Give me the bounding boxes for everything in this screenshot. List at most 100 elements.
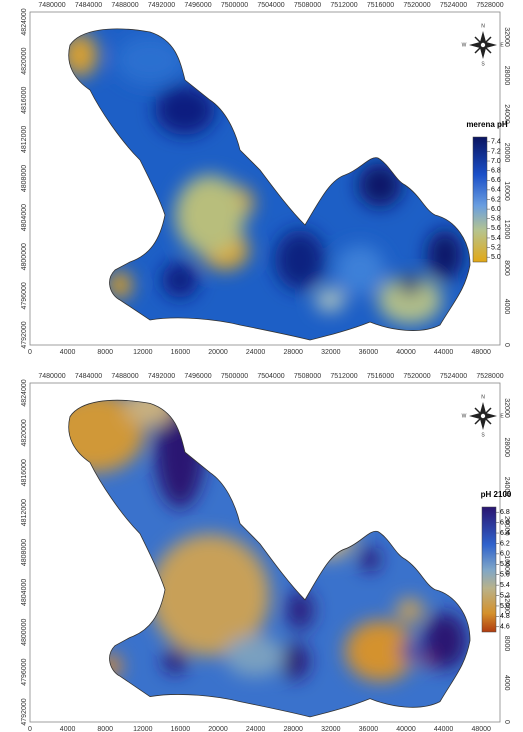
compass-letter: W	[462, 42, 467, 48]
top-tick-label: 7504000	[257, 373, 284, 380]
bottom-tick-label: 4000	[60, 349, 76, 356]
bottom-tick-label: 8000	[97, 726, 113, 732]
right-tick-label: 32000	[503, 398, 510, 418]
surface-patch	[315, 288, 345, 312]
legend-label: 6.6	[491, 177, 501, 184]
top-tick-label: 7496000	[184, 2, 211, 9]
top-tick-label: 7504000	[257, 2, 284, 9]
surface-patch	[360, 547, 380, 572]
legend-label: 5.4	[491, 235, 501, 242]
legend-label: 6.0	[500, 551, 510, 558]
bottom-tick-label: 12000	[133, 726, 153, 732]
legend-label: 5.0	[500, 603, 510, 610]
compass-letter: S	[481, 432, 485, 438]
bottom-tick-label: 20000	[208, 726, 228, 732]
legend-label: 7.4	[491, 139, 501, 146]
top-tick-label: 7508000	[294, 373, 321, 380]
surface-patch	[155, 85, 215, 135]
top-tick-label: 7480000	[38, 373, 65, 380]
compass-letter: E	[500, 42, 504, 48]
legend-label: 5.6	[491, 225, 501, 232]
left-tick-label: 4816000	[21, 459, 28, 486]
surface-patch	[175, 175, 245, 255]
right-tick-label: 24000	[503, 477, 510, 497]
left-tick-label: 4812000	[21, 499, 28, 526]
surface-patch	[420, 656, 430, 667]
top-tick-label: 7524000	[440, 2, 467, 9]
bottom-tick-label: 24000	[246, 726, 266, 732]
surface-patch	[125, 400, 175, 427]
right-tick-label: 12000	[503, 220, 510, 240]
top-tick-label: 7492000	[148, 2, 175, 9]
bottom-tick-label: 32000	[321, 349, 341, 356]
legend-colorbar	[481, 506, 497, 633]
bottom-tick-label: 44000	[434, 726, 454, 732]
left-tick-label: 4824000	[21, 379, 28, 406]
bottom-tick-label: 16000	[171, 726, 191, 732]
top-tick-label: 7484000	[75, 2, 102, 9]
legend-label: 5.2	[491, 244, 501, 251]
surface-patch	[345, 620, 415, 682]
surface-patch	[150, 533, 270, 657]
legend-label: 6.4	[491, 187, 501, 194]
top-tick-label: 7512000	[330, 373, 357, 380]
left-tick-label: 4800000	[21, 619, 28, 646]
right-tick-label: 16000	[503, 555, 510, 575]
right-tick-label: 12000	[503, 595, 510, 615]
top-tick-label: 7496000	[184, 373, 211, 380]
bottom-tick-label: 40000	[396, 349, 416, 356]
bottom-tick-label: 28000	[283, 726, 303, 732]
bottom-tick-label: 48000	[471, 726, 491, 732]
bottom-tick-label: 4000	[60, 726, 76, 732]
left-tick-label: 4808000	[21, 165, 28, 192]
legend-label: 6.4	[500, 530, 510, 537]
right-tick-label: 4000	[503, 675, 510, 691]
bottom-tick-label: 24000	[246, 349, 266, 356]
legend-label: 7.2	[491, 148, 501, 155]
left-tick-label: 4824000	[21, 8, 28, 35]
surface	[68, 33, 463, 324]
legend-label: 5.2	[500, 592, 510, 599]
left-tick-label: 4792000	[21, 321, 28, 348]
legend-label: 5.8	[500, 561, 510, 568]
top-tick-label: 7524000	[440, 373, 467, 380]
legend-label: 6.8	[500, 509, 510, 516]
top-tick-label: 7528000	[476, 2, 503, 9]
legend-colorbar	[472, 136, 488, 263]
left-tick-label: 4816000	[21, 87, 28, 114]
region-outline	[68, 28, 471, 341]
top-tick-label: 7500000	[221, 373, 248, 380]
top-tick-label: 7516000	[367, 2, 394, 9]
compass-center	[480, 413, 486, 419]
left-tick-label: 4796000	[21, 282, 28, 309]
right-tick-label: 8000	[503, 636, 510, 652]
bottom-tick-label: 8000	[97, 349, 113, 356]
top-tick-label: 7484000	[75, 373, 102, 380]
surface-patch	[358, 163, 402, 207]
compass-center	[480, 42, 486, 48]
right-tick-label: 0	[503, 720, 510, 724]
region-outline	[68, 399, 471, 718]
surface-patch	[163, 648, 187, 674]
top-tick-label: 7480000	[38, 2, 65, 9]
surface-patch	[162, 262, 198, 298]
bottom-tick-label: 16000	[171, 349, 191, 356]
surface-patch	[423, 612, 467, 670]
legend-label: 6.6	[500, 519, 510, 526]
bottom-tick-label: 44000	[434, 349, 454, 356]
top-tick-label: 7520000	[403, 2, 430, 9]
legend-label: 4.8	[500, 613, 510, 620]
right-tick-label: 28000	[503, 66, 510, 86]
left-tick-label: 4820000	[21, 419, 28, 446]
bottom-tick-label: 0	[28, 726, 32, 732]
legend-title: merena pH	[466, 120, 508, 129]
right-tick-label: 8000	[503, 260, 510, 276]
compass-letter: E	[500, 413, 504, 419]
surface-patch	[225, 635, 285, 677]
top-tick-label: 7492000	[148, 373, 175, 380]
left-tick-label: 4800000	[21, 243, 28, 270]
top-tick-label: 7508000	[294, 2, 321, 9]
bottom-tick-label: 28000	[283, 349, 303, 356]
surface-patch	[396, 598, 424, 623]
